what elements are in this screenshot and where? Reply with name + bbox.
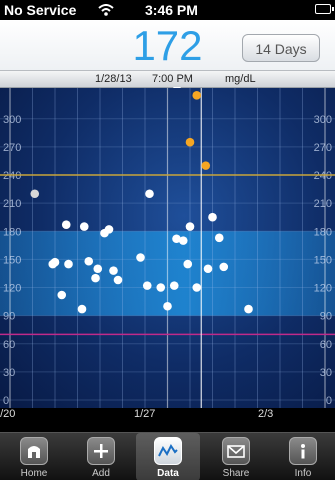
y-tick-label: 90 xyxy=(320,311,332,323)
tab-add[interactable]: Add xyxy=(69,433,133,480)
reading-date: 1/28/13 xyxy=(95,73,132,85)
y-tick-label: 60 xyxy=(320,339,332,351)
tab-label: Add xyxy=(92,468,110,479)
glucose-reading-point xyxy=(142,281,152,290)
glucose-reading-point xyxy=(192,283,202,292)
glucose-reading-point xyxy=(30,189,40,199)
glucose-reading-point xyxy=(214,233,224,243)
glucose-reading-point xyxy=(208,212,217,222)
y-tick-label: 300 xyxy=(3,114,21,126)
glucose-chart[interactable]: 0 0 30 30 60 60 90 90 120 120 150 150 180 180 210 210 24… xyxy=(0,88,335,408)
glucose-reading-point xyxy=(57,290,67,300)
tab-label: Home xyxy=(20,468,48,479)
status-time: 3:46 PM xyxy=(145,2,198,18)
x-tick-label: 1/27 xyxy=(134,408,156,420)
glucose-reading-point xyxy=(109,266,118,275)
current-glucose-value: 172 xyxy=(132,22,203,69)
glucose-reading-point xyxy=(183,259,193,269)
y-tick-label: 0 xyxy=(326,395,332,407)
glucose-reading-point xyxy=(192,91,202,100)
glucose-reading-point xyxy=(113,275,123,285)
tab-home[interactable]: Home xyxy=(2,433,66,480)
y-tick-label: 30 xyxy=(3,367,15,379)
x-tick-label: 1/20 xyxy=(0,408,16,420)
battery-icon xyxy=(315,4,334,14)
glucose-reading-point xyxy=(77,304,87,314)
tab-info[interactable]: Info xyxy=(271,433,335,480)
reading-time: 7:00 PM xyxy=(152,73,193,85)
y-tick-label: 120 xyxy=(3,283,21,295)
glucose-reading-point xyxy=(178,236,188,245)
glucose-reading-point xyxy=(169,281,179,290)
y-tick-label: 210 xyxy=(3,198,21,210)
y-tick-label: 120 xyxy=(314,283,332,295)
glucose-reading-point xyxy=(219,262,229,272)
y-tick-label: 150 xyxy=(3,254,21,266)
y-tick-label: 150 xyxy=(314,254,332,266)
plus-icon xyxy=(87,437,115,465)
glucose-reading-point xyxy=(185,222,195,231)
glucose-reading-point xyxy=(145,189,154,199)
range-button[interactable]: 14 Days xyxy=(242,34,320,62)
header: 172 14 Days xyxy=(0,20,335,70)
carrier-label: No Service xyxy=(4,2,77,18)
glucose-chart-svg[interactable]: 0 0 30 30 60 60 90 90 120 120 150 150 180 180 210 210 24… xyxy=(0,88,335,408)
envelope-icon xyxy=(222,437,250,465)
y-tick-label: 60 xyxy=(3,339,15,351)
reading-info-strip: 1/28/13 7:00 PM mg/dL xyxy=(0,70,335,88)
reading-unit: mg/dL xyxy=(225,73,256,85)
glucose-reading-point xyxy=(84,256,94,266)
glucose-reading-point xyxy=(203,264,213,274)
glucose-reading-point xyxy=(79,222,89,231)
glucose-reading-point xyxy=(104,225,114,234)
glucose-reading-point xyxy=(136,253,145,262)
y-tick-label: 180 xyxy=(3,226,21,238)
y-tick-label: 240 xyxy=(314,170,332,182)
y-tick-label: 240 xyxy=(3,170,21,182)
glucose-reading-point xyxy=(91,273,100,283)
y-tick-label: 30 xyxy=(320,367,332,379)
y-tick-label: 180 xyxy=(314,226,332,238)
chart-icon xyxy=(154,437,182,465)
x-tick-label: 2/3 xyxy=(258,408,274,420)
y-tick-label: 300 xyxy=(314,114,332,126)
glucose-reading-point xyxy=(163,301,172,311)
tab-label: Share xyxy=(222,468,250,479)
tab-label: Data xyxy=(157,468,179,479)
info-icon xyxy=(289,437,317,465)
glucose-reading-point xyxy=(244,304,253,314)
glucose-reading-point xyxy=(93,264,103,274)
glucose-reading-point xyxy=(61,220,71,229)
glucose-reading-point xyxy=(156,283,166,292)
status-bar: No Service 3:46 PM xyxy=(0,0,335,20)
glucose-reading-point xyxy=(64,259,73,269)
y-tick-label: 90 xyxy=(3,311,15,323)
y-tick-label: 270 xyxy=(314,142,332,154)
y-tick-label: 270 xyxy=(3,142,21,154)
tab-data[interactable]: Data xyxy=(136,433,200,480)
tab-share[interactable]: Share xyxy=(204,433,268,480)
glucose-reading-point xyxy=(172,234,181,244)
glucose-reading-point xyxy=(201,161,211,170)
home-icon xyxy=(20,437,48,465)
glucose-reading-point xyxy=(185,137,195,147)
tab-bar: Home Add Data Share Info xyxy=(0,432,335,480)
y-tick-label: 210 xyxy=(314,198,332,210)
tab-label: Info xyxy=(294,468,312,479)
wifi-icon xyxy=(98,3,114,19)
glucose-reading-point xyxy=(50,257,60,267)
y-tick-label: 0 xyxy=(3,395,9,407)
